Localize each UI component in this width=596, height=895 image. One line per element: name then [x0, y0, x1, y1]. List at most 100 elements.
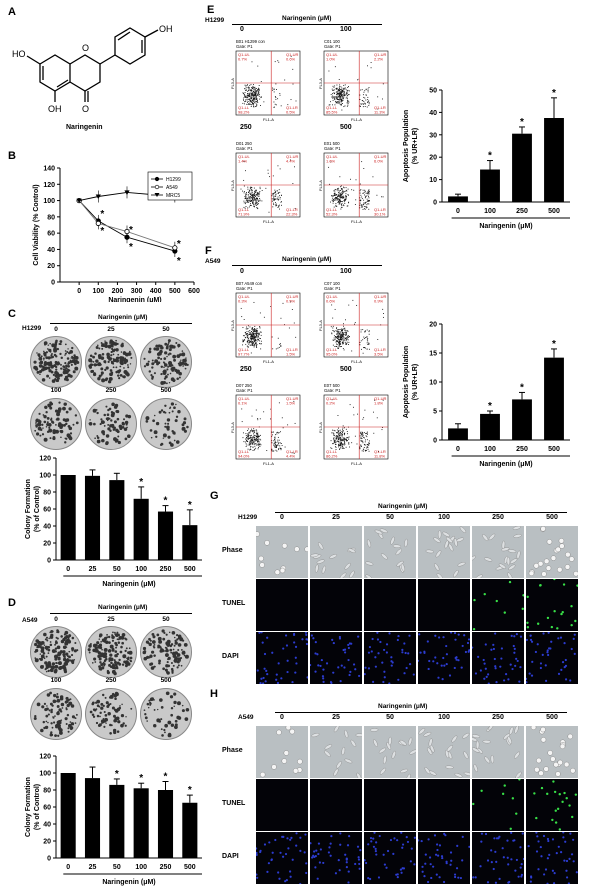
micro-image-tunel	[310, 779, 362, 831]
flow-event	[356, 304, 358, 306]
flow-event	[252, 327, 253, 329]
flow-event	[245, 85, 247, 87]
nucleus	[376, 632, 379, 634]
flow-event	[274, 439, 276, 441]
colony-dish	[30, 336, 82, 388]
flow-event	[361, 103, 362, 105]
flow-event	[342, 190, 343, 192]
flow-event	[258, 91, 260, 93]
cell	[304, 546, 308, 552]
flow-event	[336, 98, 338, 100]
flow-event	[335, 203, 337, 205]
nucleus	[490, 861, 493, 864]
flow-event	[272, 87, 274, 89]
flow-event	[345, 319, 346, 321]
flow-event	[341, 188, 343, 190]
flow-event	[366, 433, 368, 434]
quadrant-name: Q1-LL	[238, 347, 250, 352]
flow-event	[341, 195, 343, 197]
nucleus	[486, 881, 490, 884]
flow-event	[360, 189, 362, 191]
flow-event	[343, 197, 344, 199]
panel-a-label: A	[8, 6, 16, 18]
flow-event	[258, 193, 260, 195]
flow-event	[338, 94, 340, 96]
flow-event	[251, 197, 252, 199]
flow-event	[257, 102, 259, 103]
flow-event	[275, 194, 277, 196]
flow-event	[277, 206, 279, 208]
flow-event	[287, 104, 289, 106]
flow-event	[333, 437, 335, 439]
flow-event	[333, 331, 335, 333]
cell	[435, 550, 442, 558]
y-tick-label: 80	[43, 788, 51, 795]
flow-event	[254, 97, 256, 99]
micro-dose-label: 50	[386, 714, 394, 721]
flow-event	[335, 197, 337, 199]
flow-event	[354, 203, 356, 205]
flow-event	[344, 442, 346, 444]
flow-event	[263, 411, 265, 413]
flow-event	[250, 331, 252, 332]
flow-event	[366, 106, 368, 108]
flow-event	[368, 343, 370, 345]
flow-event	[339, 201, 341, 203]
nucleus	[293, 641, 296, 644]
flow-event	[341, 334, 343, 336]
flow-event	[253, 301, 255, 303]
flow-event	[251, 191, 253, 193]
flow-event	[257, 93, 259, 95]
flow-event	[249, 192, 251, 194]
flow-x-axis: FL1-A	[351, 219, 362, 224]
quadrant-percent: 1.6%	[326, 159, 336, 164]
flow-event	[273, 195, 275, 197]
flow-event	[343, 187, 345, 189]
nucleus	[482, 658, 485, 662]
flow-event	[339, 328, 341, 330]
flow-event	[330, 161, 332, 163]
flow-event	[332, 432, 334, 434]
flow-event	[256, 329, 258, 331]
quadrant-name: Q1-UL	[326, 154, 339, 159]
nucleus	[479, 865, 482, 868]
flow-event	[341, 201, 343, 203]
flow-event	[339, 200, 341, 201]
flow-event	[257, 336, 259, 338]
nucleus	[369, 836, 373, 840]
flow-event	[241, 316, 243, 318]
flow-event	[249, 449, 251, 451]
flow-event	[251, 341, 253, 343]
flow-event	[278, 432, 280, 433]
quadrant-percent: 2.2%	[374, 57, 384, 62]
flow-event	[334, 195, 336, 196]
nucleus	[382, 853, 385, 856]
flow-event	[255, 201, 257, 202]
flow-event	[338, 194, 340, 196]
flow-event	[362, 94, 364, 96]
cell	[451, 735, 458, 743]
nucleus	[339, 832, 342, 835]
flow-event	[333, 97, 335, 99]
flow-event	[343, 95, 345, 97]
flow-event	[249, 444, 251, 446]
bar	[133, 498, 149, 560]
cell	[274, 569, 281, 575]
flow-event	[339, 342, 341, 344]
flow-event	[332, 89, 334, 91]
flow-event	[361, 198, 363, 200]
flow-event	[247, 433, 249, 435]
flow-event	[252, 439, 254, 441]
flow-event	[259, 197, 261, 199]
flow-event	[251, 338, 253, 339]
flow-event	[273, 197, 275, 199]
nucleus	[437, 854, 440, 857]
flow-event	[254, 445, 256, 447]
nucleus	[368, 645, 372, 649]
flow-event	[364, 202, 366, 204]
nucleus	[352, 663, 356, 666]
cell	[475, 740, 480, 750]
cell	[391, 750, 396, 759]
colony-dish	[85, 688, 137, 740]
flow-event	[343, 88, 345, 90]
